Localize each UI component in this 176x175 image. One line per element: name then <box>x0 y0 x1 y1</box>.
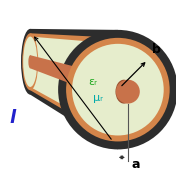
Polygon shape <box>30 37 118 135</box>
Ellipse shape <box>28 55 32 68</box>
Polygon shape <box>30 55 118 102</box>
Circle shape <box>58 30 176 149</box>
Ellipse shape <box>22 33 38 90</box>
Polygon shape <box>30 33 118 141</box>
Text: εᵣ: εᵣ <box>89 77 98 87</box>
Circle shape <box>116 80 140 104</box>
Text: μᵣ: μᵣ <box>93 93 103 103</box>
Ellipse shape <box>21 29 39 95</box>
Polygon shape <box>30 29 118 149</box>
Ellipse shape <box>115 80 132 104</box>
Text: b: b <box>152 43 161 56</box>
Circle shape <box>66 38 170 141</box>
Ellipse shape <box>23 37 37 87</box>
Circle shape <box>72 44 164 135</box>
Text: l: l <box>9 108 15 127</box>
Text: a: a <box>132 158 140 171</box>
